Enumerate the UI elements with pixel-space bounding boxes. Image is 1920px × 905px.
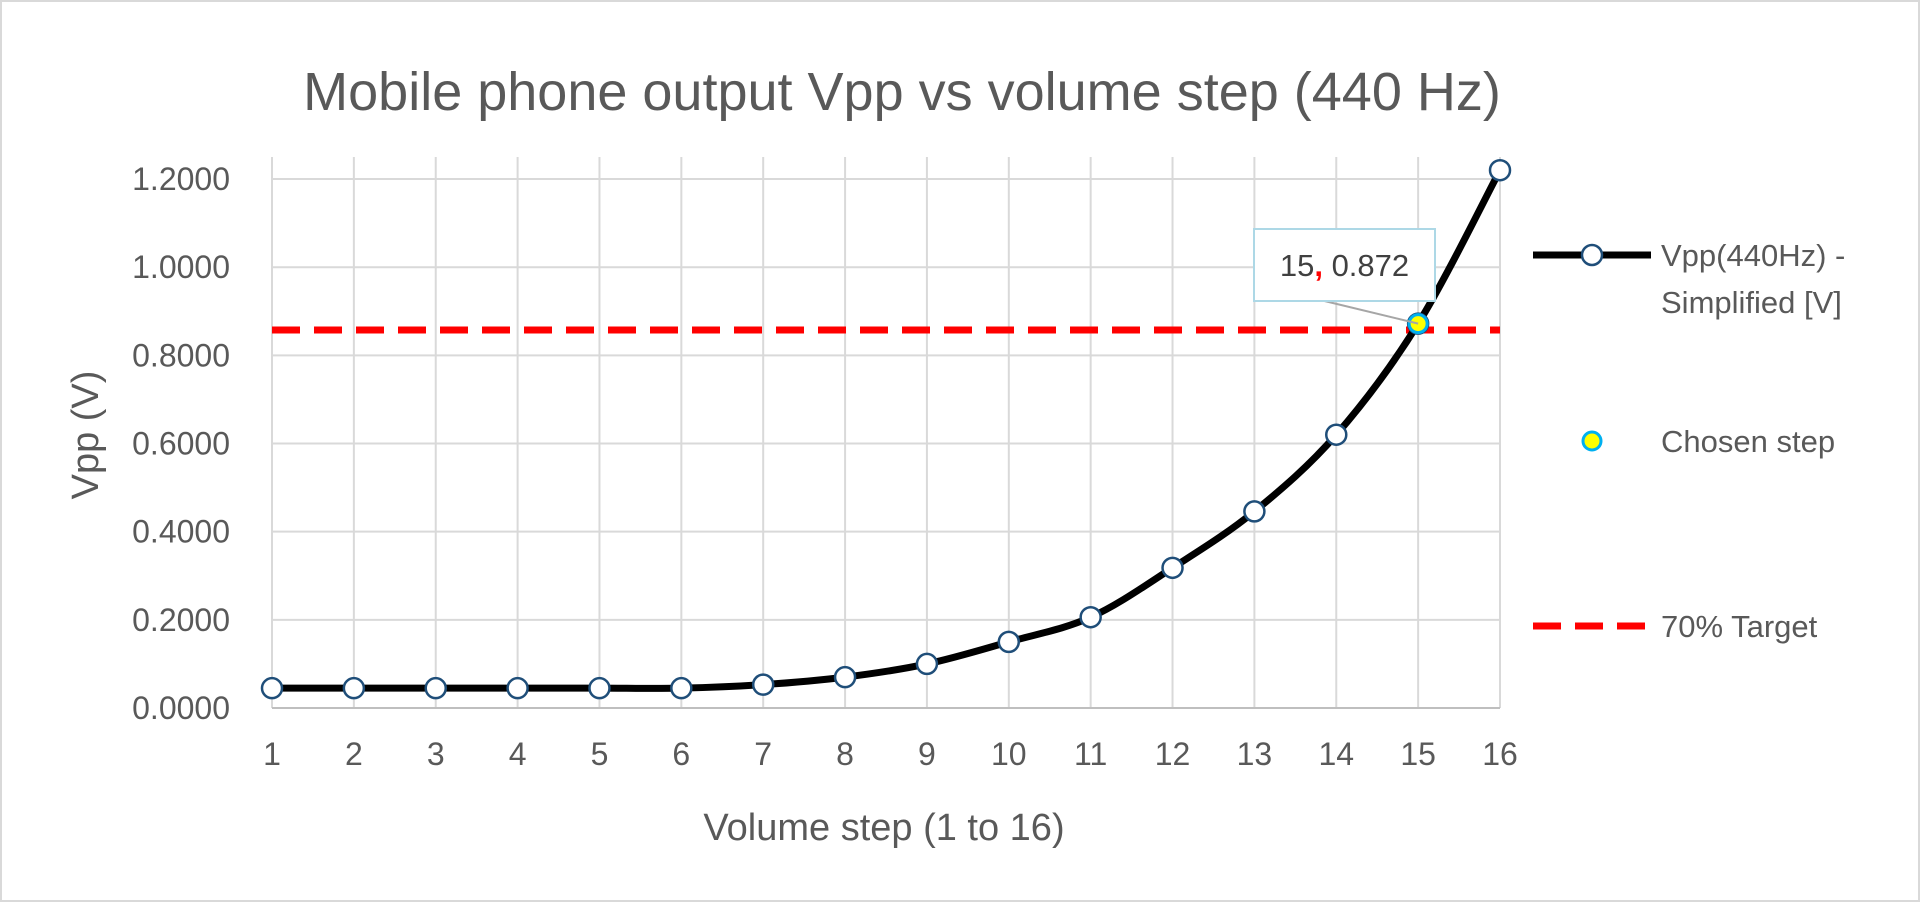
- data-point-marker: [1161, 556, 1184, 580]
- data-point-marker: [670, 676, 693, 700]
- x-tick-label: 8: [836, 736, 854, 772]
- data-point-marker: [260, 676, 284, 700]
- y-tick-label: 0.8000: [132, 337, 230, 373]
- legend-label-vpp: Simplified [V]: [1661, 285, 1842, 320]
- x-tick-label: 16: [1482, 736, 1518, 772]
- y-tick-label: 0.2000: [132, 602, 230, 638]
- x-tick-label: 5: [591, 736, 609, 772]
- chart-title: Mobile phone output Vpp vs volume step (…: [303, 62, 1501, 122]
- data-point-marker: [424, 676, 447, 700]
- data-point-marker: [997, 630, 1021, 654]
- x-tick-label: 10: [991, 736, 1027, 772]
- x-tick-label: 15: [1400, 736, 1436, 772]
- callout-leader-line: [1324, 300, 1419, 325]
- data-point-marker: [915, 652, 939, 676]
- data-point-marker: [588, 676, 611, 700]
- callout-separator: ,: [1314, 248, 1323, 283]
- data-point-marker: [1325, 423, 1348, 446]
- y-tick-label: 0.0000: [132, 690, 230, 726]
- x-tick-label: 2: [345, 736, 363, 772]
- legend-label-vpp: Vpp(440Hz) -: [1661, 238, 1845, 273]
- x-tick-label: 6: [672, 736, 690, 772]
- data-point-marker: [342, 676, 366, 700]
- y-tick-label: 0.6000: [132, 426, 230, 462]
- y-tick-label: 0.4000: [132, 514, 230, 550]
- y-axis-title: Vpp (V): [65, 371, 107, 500]
- x-tick-label: 1: [263, 736, 281, 772]
- x-tick-label: 14: [1318, 736, 1354, 772]
- legend-swatch-chosen-step: [1581, 430, 1603, 452]
- legend-label-target: 70% Target: [1661, 609, 1818, 644]
- x-tick-label: 13: [1237, 736, 1273, 772]
- data-point-marker: [1488, 158, 1512, 182]
- x-tick-label: 11: [1074, 736, 1107, 772]
- legend-swatch-vpp-marker: [1580, 243, 1604, 267]
- callout-box: [1253, 228, 1436, 302]
- x-tick-label: 9: [918, 736, 936, 772]
- data-point-marker: [751, 673, 775, 696]
- data-point-marker: [833, 665, 857, 689]
- callout-x-value: 15: [1280, 248, 1314, 283]
- data-point-marker: [1243, 500, 1266, 523]
- x-axis-title: Volume step (1 to 16): [703, 807, 1064, 849]
- x-tick-label: 4: [509, 736, 527, 772]
- x-tick-label: 3: [427, 736, 445, 772]
- x-tick-label: 12: [1155, 736, 1191, 772]
- y-tick-label: 1.2000: [132, 161, 230, 197]
- legend-label-chosen-step: Chosen step: [1661, 424, 1835, 459]
- data-point-marker: [1079, 605, 1102, 629]
- data-point-marker: [506, 676, 529, 700]
- x-tick-label: 7: [754, 736, 772, 772]
- callout-label: 15, 0.872: [1280, 248, 1409, 283]
- callout-y-value: 0.872: [1323, 248, 1409, 283]
- y-tick-label: 1.0000: [132, 249, 230, 285]
